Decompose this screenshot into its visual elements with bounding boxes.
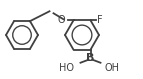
Text: OH: OH bbox=[105, 63, 120, 73]
Text: F: F bbox=[98, 15, 103, 25]
Text: B: B bbox=[86, 53, 95, 63]
Text: HO: HO bbox=[58, 63, 74, 73]
Text: O: O bbox=[58, 15, 65, 25]
